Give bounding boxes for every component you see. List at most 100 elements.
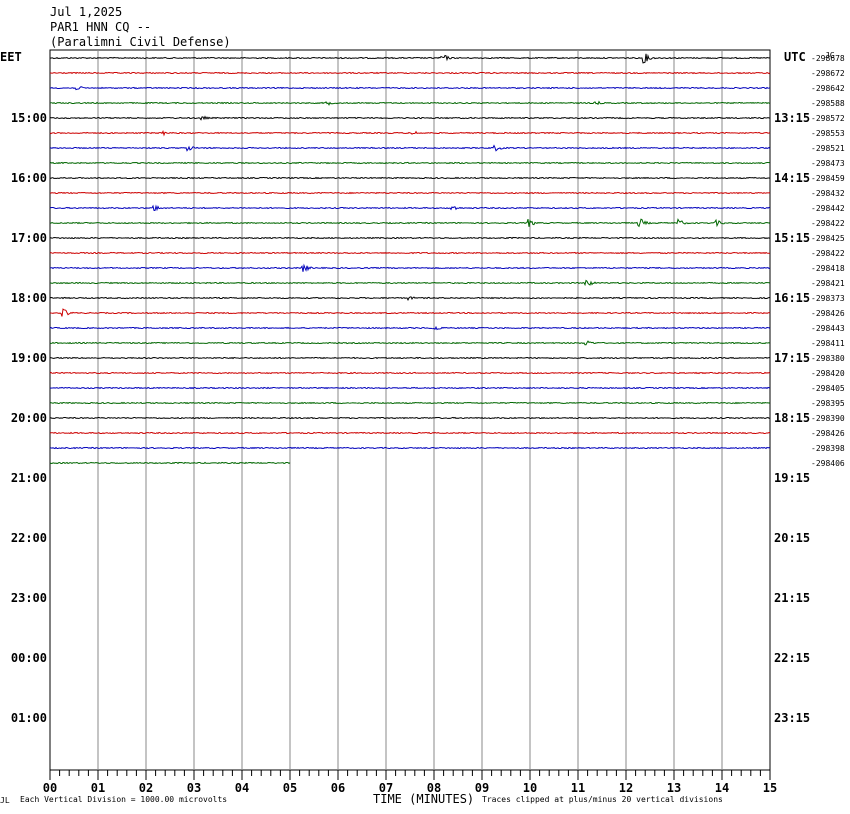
right-hour-label: 23:15 xyxy=(774,711,810,725)
x-tick-label: 01 xyxy=(91,781,105,795)
left-hour-label: 01:00 xyxy=(11,711,47,725)
x-tick-label: 09 xyxy=(475,781,489,795)
trace-line xyxy=(49,161,771,165)
trace-value: -298426 xyxy=(811,429,845,438)
trace-line xyxy=(49,401,771,405)
trace-value: -298373 xyxy=(811,294,845,303)
x-tick-label: 14 xyxy=(715,781,729,795)
clip-note: Traces clipped at plus/minus 20 vertical… xyxy=(482,795,723,804)
left-hour-label: 20:00 xyxy=(11,411,47,425)
trace-value: -298473 xyxy=(811,159,845,168)
trace-line xyxy=(49,356,771,360)
right-hour-label: 16:15 xyxy=(774,291,810,305)
x-tick-label: 08 xyxy=(427,781,441,795)
x-tick-label: 00 xyxy=(43,781,57,795)
trace-line xyxy=(49,236,771,240)
plot-frame xyxy=(49,49,771,771)
trace-value: -298442 xyxy=(811,204,845,213)
trace-line xyxy=(49,53,771,64)
trace-line xyxy=(49,340,771,346)
trace-value: -298422 xyxy=(811,249,845,258)
trace-line xyxy=(49,325,771,331)
corner-mark: JG xyxy=(825,51,835,60)
right-hour-label: 14:15 xyxy=(774,171,810,185)
trace-value: -298672 xyxy=(811,69,845,78)
trace-line xyxy=(49,416,771,420)
x-tick-label: 02 xyxy=(139,781,153,795)
trace-line xyxy=(50,71,771,75)
trace-line xyxy=(49,386,771,390)
trace-value: -298380 xyxy=(811,354,845,363)
left-hour-label: 22:00 xyxy=(11,531,47,545)
x-axis: 00 01 02 03 04 05 06 07 08 09 10 11 12 13 14 15 xyxy=(43,770,777,795)
trace-line xyxy=(49,191,771,195)
station-location: (Paralimni Civil Defense) xyxy=(50,35,231,49)
left-hour-label: 17:00 xyxy=(11,231,47,245)
left-hour-label: 00:00 xyxy=(11,651,47,665)
trace-value: -298459 xyxy=(811,174,845,183)
trace-line xyxy=(49,86,771,91)
trace-value-labels: -298678 -298672 -298642 -298588 -298572 -2985… xyxy=(811,54,845,468)
trace-value: -298398 xyxy=(811,444,845,453)
trace-line xyxy=(49,263,771,272)
trace-value: -298425 xyxy=(811,234,845,243)
trace-value: -298422 xyxy=(811,219,845,228)
right-hour-label: 17:15 xyxy=(774,351,810,365)
x-tick-label: 06 xyxy=(331,781,345,795)
x-tick-label: 13 xyxy=(667,781,681,795)
trace-value: -298411 xyxy=(811,339,845,348)
trace-line xyxy=(49,130,771,137)
trace-line xyxy=(49,204,771,212)
trace-line xyxy=(49,251,771,255)
trace-value: -298395 xyxy=(811,399,845,408)
trace-value: -298553 xyxy=(811,129,845,138)
left-hour-label: 23:00 xyxy=(11,591,47,605)
left-hour-label: 15:00 xyxy=(11,111,47,125)
right-hour-label: 22:15 xyxy=(774,651,810,665)
trace-value: -298421 xyxy=(811,279,845,288)
station-code: PAR1 HNN CQ -- xyxy=(50,20,151,34)
trace-line xyxy=(49,431,771,435)
x-tick-label: 05 xyxy=(283,781,297,795)
trace-line xyxy=(49,144,771,152)
x-tick-label: 07 xyxy=(379,781,393,795)
trace-value: -298426 xyxy=(811,309,845,318)
trace-line xyxy=(49,461,291,465)
right-hour-label: 21:15 xyxy=(774,591,810,605)
trace-line xyxy=(49,100,771,106)
trace-value: -298678 xyxy=(811,54,845,63)
trace-value: -298432 xyxy=(811,189,845,198)
left-hour-label: 21:00 xyxy=(11,471,47,485)
trace-value: -298420 xyxy=(811,369,845,378)
trace-line xyxy=(49,371,771,375)
x-tick-label: 12 xyxy=(619,781,633,795)
seismic-traces xyxy=(49,53,771,465)
trace-line xyxy=(49,308,771,317)
trace-value: -298405 xyxy=(811,384,845,393)
trace-line xyxy=(49,218,771,228)
svg-text:JL: JL xyxy=(0,796,10,805)
left-hour-label: 16:00 xyxy=(11,171,47,185)
right-hour-label: 13:15 xyxy=(774,111,810,125)
left-timezone-label: EET xyxy=(0,50,22,64)
right-timezone-label: UTC xyxy=(784,50,806,64)
right-hour-label: 18:15 xyxy=(774,411,810,425)
trace-line xyxy=(49,446,771,450)
left-hour-label: 19:00 xyxy=(11,351,47,365)
right-hour-label: 15:15 xyxy=(774,231,810,245)
minute-grid xyxy=(49,49,771,771)
trace-value: -298390 xyxy=(811,414,845,423)
right-hour-label: 20:15 xyxy=(774,531,810,545)
scale-note: Each Vertical Division = 1000.00 microvo… xyxy=(20,795,227,804)
x-tick-label: 03 xyxy=(187,781,201,795)
trace-line xyxy=(49,115,771,121)
trace-value: -298418 xyxy=(811,264,845,273)
trace-value: -298572 xyxy=(811,114,845,123)
x-tick-label: 10 xyxy=(523,781,537,795)
x-tick-label: 04 xyxy=(235,781,249,795)
trace-value: -298521 xyxy=(811,144,845,153)
trace-line xyxy=(49,176,771,180)
trace-value: -298588 xyxy=(811,99,845,108)
left-hour-label: 18:00 xyxy=(11,291,47,305)
